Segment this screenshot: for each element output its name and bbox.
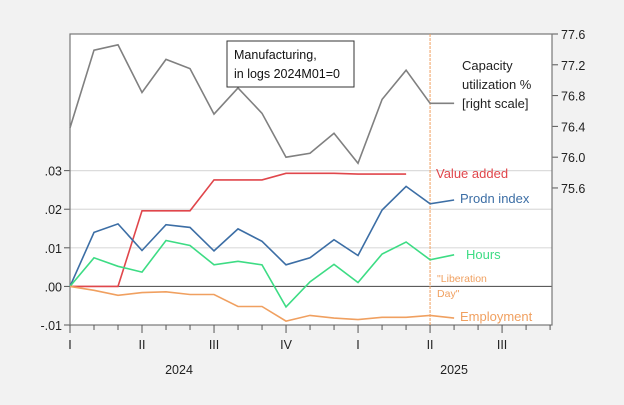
x-quarter-label: II xyxy=(427,338,434,352)
series-label: [right scale] xyxy=(462,96,528,111)
series-label: Value added xyxy=(436,166,508,181)
left-tick-label: -.01 xyxy=(40,319,62,333)
left-tick-label: .01 xyxy=(45,242,62,256)
x-quarter-label: III xyxy=(209,338,219,352)
event-label: Day" xyxy=(437,288,460,300)
series-label: utilization % xyxy=(462,77,532,92)
x-year-label: 2024 xyxy=(165,363,193,377)
x-quarter-label: III xyxy=(497,338,507,352)
right-tick-label: 77.6 xyxy=(561,28,585,42)
series-label: Capacity xyxy=(462,58,513,73)
annotation-box xyxy=(226,40,355,88)
left-tick-label: .00 xyxy=(45,280,62,294)
annotation-text: Manufacturing, xyxy=(234,48,317,62)
x-quarter-label: IV xyxy=(280,338,292,352)
right-tick-label: 76.8 xyxy=(561,90,585,104)
x-quarter-label: I xyxy=(356,338,359,352)
series-label: Prodn index xyxy=(460,191,530,206)
x-quarter-label: I xyxy=(68,338,71,352)
left-tick-label: .03 xyxy=(45,165,62,179)
series-label: Employment xyxy=(460,309,533,324)
right-tick-label: 75.6 xyxy=(561,182,585,196)
event-label: "Liberation xyxy=(437,273,487,285)
annotation-text: in logs 2024M01=0 xyxy=(234,67,340,81)
x-year-label: 2025 xyxy=(440,363,468,377)
plot-frame xyxy=(69,33,553,326)
right-tick-label: 76.0 xyxy=(561,151,585,165)
left-tick-label: .02 xyxy=(45,203,62,217)
right-tick-label: 77.2 xyxy=(561,59,585,73)
right-tick-label: 76.4 xyxy=(561,120,585,134)
series-label: Hours xyxy=(466,247,501,262)
x-quarter-label: II xyxy=(139,338,146,352)
